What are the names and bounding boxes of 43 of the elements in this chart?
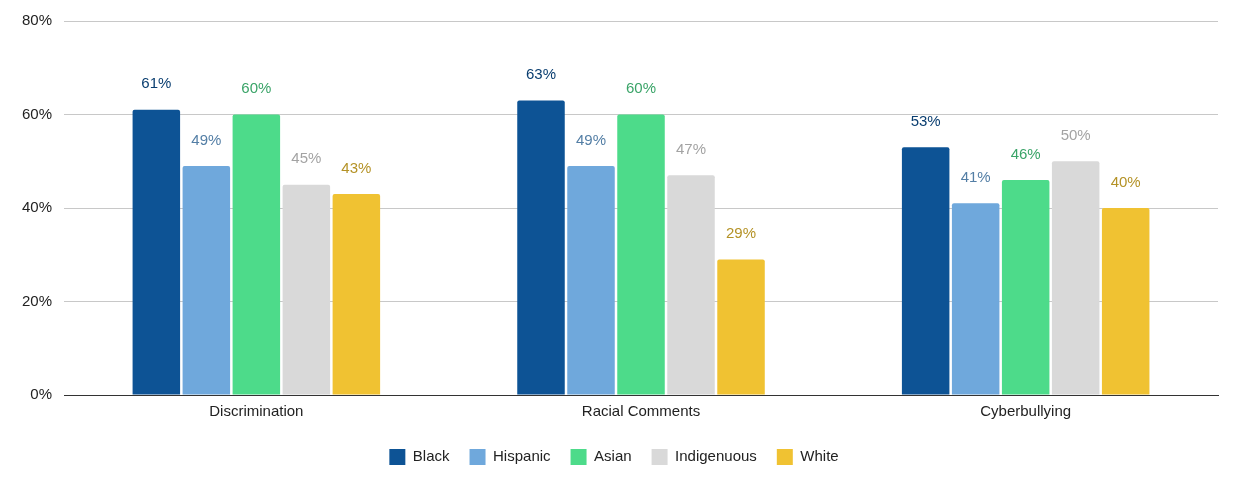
legend-label: Hispanic bbox=[493, 447, 552, 465]
data-label: 47% bbox=[676, 139, 707, 157]
data-label: 43% bbox=[341, 158, 372, 176]
bar bbox=[517, 100, 565, 395]
data-label: 29% bbox=[726, 224, 757, 242]
data-label: 45% bbox=[291, 149, 322, 167]
legend-label: Asian bbox=[594, 447, 632, 465]
bar bbox=[182, 165, 231, 395]
bar bbox=[132, 109, 181, 395]
y-tick-label: 60% bbox=[21, 104, 53, 122]
x-tick-label: Discrimination bbox=[209, 402, 304, 420]
bar bbox=[282, 184, 331, 395]
data-label: 49% bbox=[575, 130, 607, 148]
data-label: 49% bbox=[191, 130, 222, 148]
data-label: 60% bbox=[241, 79, 272, 97]
data-label: 46% bbox=[1010, 144, 1041, 162]
legend-label: Indigenuous bbox=[675, 447, 757, 465]
data-label: 53% bbox=[910, 111, 941, 129]
data-label: 63% bbox=[525, 65, 557, 83]
bar bbox=[901, 147, 950, 395]
legend-label: White bbox=[800, 447, 839, 465]
data-label: 50% bbox=[1060, 125, 1091, 143]
legend-label: Black bbox=[412, 447, 451, 465]
bar bbox=[1101, 208, 1150, 395]
bar bbox=[567, 165, 615, 395]
data-label: 60% bbox=[626, 79, 657, 97]
data-label: 41% bbox=[960, 167, 991, 185]
data-label: 40% bbox=[1110, 172, 1141, 190]
y-tick-label: 40% bbox=[21, 198, 53, 216]
bar bbox=[232, 114, 281, 395]
bar bbox=[717, 259, 765, 395]
bar bbox=[617, 114, 665, 395]
data-label: 61% bbox=[141, 74, 172, 92]
x-tick-label: Racial Comments bbox=[581, 402, 701, 420]
y-tick-label: 0% bbox=[30, 385, 53, 403]
bar bbox=[1051, 161, 1100, 395]
bar bbox=[951, 203, 1000, 395]
y-tick-label: 20% bbox=[21, 291, 53, 309]
bar bbox=[667, 175, 715, 395]
y-tick-label: 80% bbox=[21, 11, 53, 29]
bar bbox=[1001, 179, 1050, 395]
x-tick-label: Cyberbullying bbox=[980, 402, 1072, 420]
bar bbox=[332, 193, 381, 395]
